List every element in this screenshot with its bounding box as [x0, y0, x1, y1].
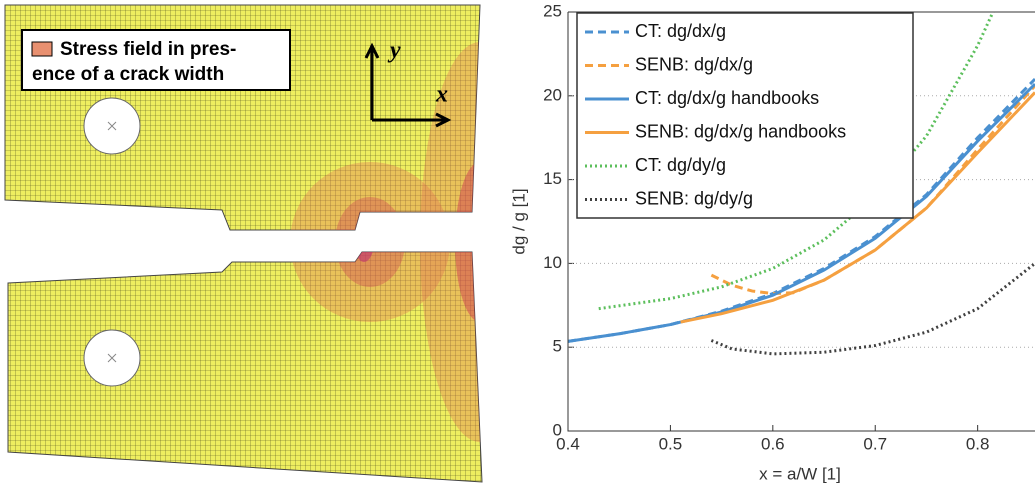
- legend-box: [576, 12, 914, 219]
- legend-label: SENB: dg/dx/g handbooks: [635, 121, 846, 141]
- series-line: [568, 77, 1035, 343]
- y-tick-label: 5: [553, 337, 562, 356]
- y-tick-label: 10: [543, 253, 562, 272]
- legend-label: SENB: dg/dx/g: [635, 54, 753, 74]
- legend-line: ence of a crack width: [32, 64, 224, 85]
- y-tick-label: 15: [543, 169, 562, 188]
- series-line: [710, 84, 1035, 296]
- mesh-legend: Stress field in pres- ence of a crack wi…: [21, 29, 291, 91]
- series-line: [568, 83, 1035, 343]
- x-tick-label: 0.5: [659, 434, 683, 453]
- y-tick-label: 0: [553, 420, 562, 439]
- axis-y-label: y: [387, 38, 401, 64]
- y-axis-label: dg / g [1]: [509, 188, 528, 254]
- x-tick-label: 0.7: [863, 434, 887, 453]
- legend-label: SENB: dg/dy/g: [635, 188, 753, 208]
- x-tick-label: 0.6: [761, 434, 785, 453]
- legend-line: Stress field in pres-: [60, 39, 236, 60]
- x-axis-label: x = a/W [1]: [759, 464, 841, 483]
- legend-label: CT: dg/dy/g: [635, 155, 726, 175]
- series-line: [680, 91, 1035, 324]
- legend-label: CT: dg/dx/g: [635, 21, 726, 41]
- y-tick-label: 20: [543, 85, 562, 104]
- axis-x-label: x: [435, 82, 448, 108]
- coord-axes: y x: [364, 38, 452, 128]
- series-line: [710, 262, 1035, 356]
- legend-label: CT: dg/dx/g handbooks: [635, 88, 819, 108]
- series-lines: [568, 12, 1035, 356]
- x-tick-label: 0.4: [556, 434, 580, 453]
- y-tick-label: 25: [543, 1, 562, 20]
- chart: 0 5 10 15 20 25 0.4 0.5 0.6 0.7 0.8 x = a/W [1] dg /…: [509, 1, 1035, 483]
- x-tick-label: 0.8: [966, 434, 990, 453]
- axes-frame: [567, 11, 1035, 432]
